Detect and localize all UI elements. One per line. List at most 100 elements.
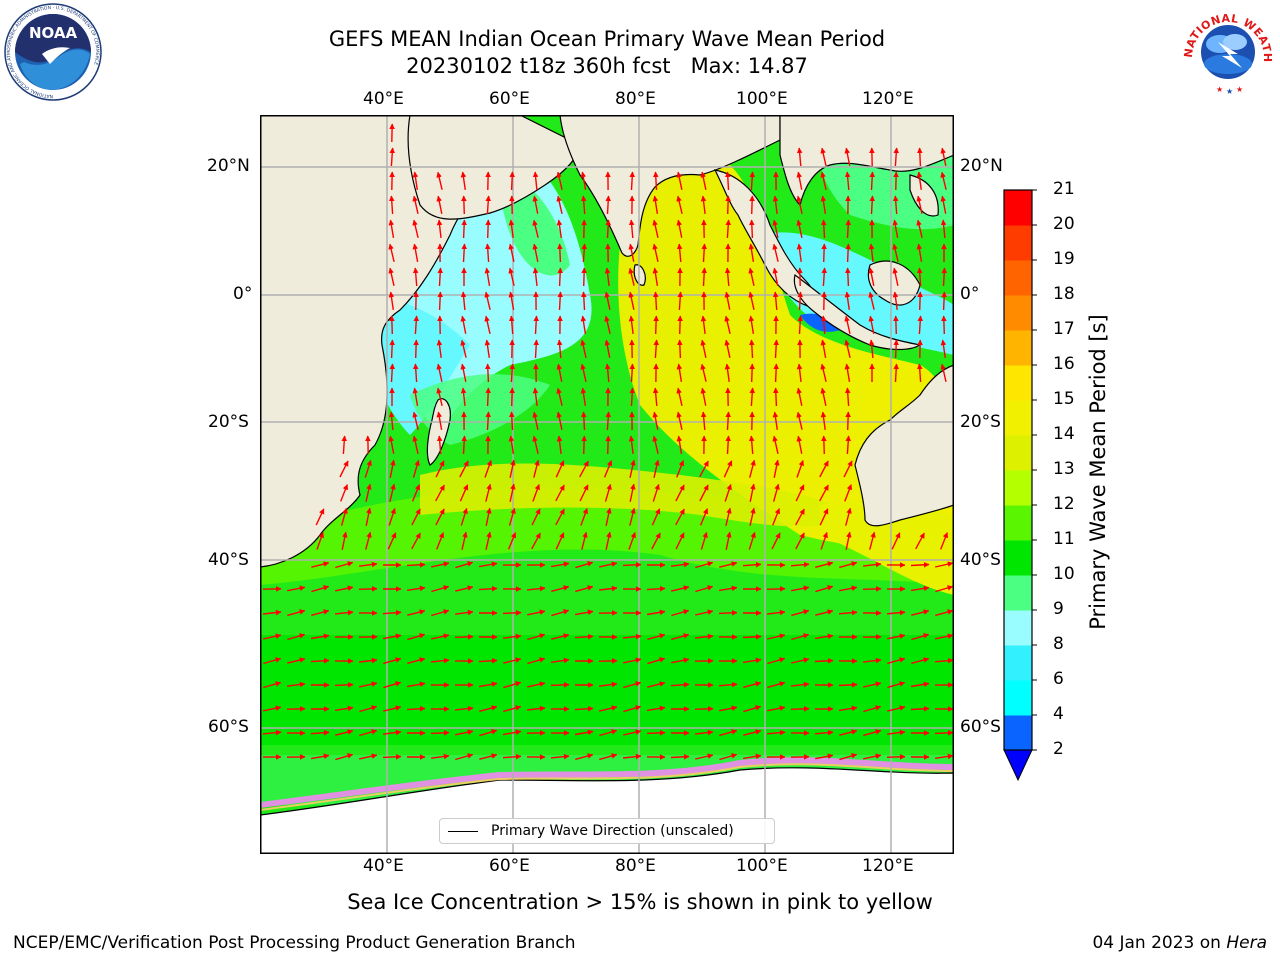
wave-arrow — [773, 363, 779, 383]
wave-arrow — [287, 633, 306, 641]
wave-arrow — [411, 508, 421, 526]
lon-label-bottom-100e: 100°E — [736, 856, 788, 876]
wave-arrow — [815, 609, 834, 616]
wave-arrow — [820, 147, 827, 166]
wave-arrow — [725, 507, 732, 526]
wave-arrow — [508, 243, 515, 262]
lon-label-top-60e: 60°E — [489, 89, 530, 109]
wave-arrow — [412, 363, 419, 383]
wave-arrow — [485, 195, 492, 215]
wave-arrow — [407, 609, 426, 616]
wave-arrow — [484, 339, 491, 359]
nws-logo: NATIONAL WEATHER SERVICE ★ ★ ★ — [1178, 2, 1275, 98]
wave-arrow — [652, 435, 659, 454]
map-panel — [260, 115, 954, 854]
wave-arrow — [435, 460, 445, 478]
wave-arrow — [550, 657, 570, 664]
wave-arrow — [773, 459, 780, 478]
wave-arrow — [628, 435, 635, 454]
wave-arrow — [603, 460, 613, 478]
wave-arrow — [718, 585, 738, 592]
wave-arrow — [599, 585, 618, 592]
wave-arrow — [531, 532, 541, 550]
colorbar-segment — [1004, 190, 1032, 226]
wave-arrow — [412, 387, 419, 407]
wave-arrow — [767, 705, 786, 712]
wave-arrow — [629, 363, 636, 383]
wave-arrow — [508, 267, 515, 286]
wave-arrow — [551, 585, 570, 592]
wave-arrow — [940, 532, 949, 550]
wave-arrow — [579, 484, 589, 502]
wave-arrow — [334, 682, 354, 688]
wave-arrow — [580, 195, 587, 215]
wave-arrow — [364, 459, 372, 478]
wave-arrow — [815, 753, 834, 760]
wave-arrow — [334, 609, 354, 616]
wave-arrow — [479, 753, 498, 760]
wave-arrow — [863, 561, 882, 568]
colorbar-segment — [1004, 645, 1032, 681]
wave-arrow — [503, 657, 522, 664]
wave-arrow — [796, 411, 803, 430]
wave-arrow — [310, 657, 330, 664]
wave-arrow — [435, 484, 445, 502]
wave-arrow — [916, 243, 923, 263]
wave-arrow — [845, 219, 852, 239]
wave-arrow — [340, 507, 348, 526]
wave-arrow — [550, 561, 570, 568]
lat-label-right-0: 0° — [960, 284, 980, 304]
wave-arrow — [893, 339, 899, 359]
wave-arrow — [509, 171, 515, 191]
wave-arrow — [628, 315, 635, 334]
wave-arrow — [431, 585, 450, 593]
wave-arrow — [605, 411, 612, 431]
wave-arrow — [749, 363, 755, 383]
wave-arrow — [623, 729, 642, 736]
wave-arrow — [406, 681, 426, 688]
wave-arrow — [263, 705, 282, 712]
wave-arrow — [892, 267, 899, 286]
wave-arrow — [580, 171, 587, 191]
wave-arrow — [699, 484, 709, 502]
wave-arrow — [556, 219, 563, 239]
lat-label-left-20n: 20°N — [207, 156, 250, 176]
wave-arrow — [916, 171, 923, 191]
wave-arrow — [599, 681, 618, 688]
wave-arrow — [748, 435, 755, 455]
wave-arrow — [623, 705, 642, 713]
wave-arrow — [911, 609, 930, 616]
wave-arrow — [484, 267, 491, 287]
wave-arrow — [599, 729, 618, 737]
wave-arrow — [310, 729, 330, 736]
wave-arrow — [389, 459, 396, 478]
wave-arrow — [821, 435, 827, 455]
footer-date: 04 Jan 2023 on Hera — [1092, 933, 1267, 953]
wave-arrow — [701, 243, 708, 263]
wave-arrow — [431, 609, 450, 617]
wave-arrow — [676, 219, 683, 238]
wave-arrow — [887, 633, 906, 640]
wave-arrow — [460, 339, 467, 358]
wave-arrow — [676, 411, 683, 430]
wave-arrow — [742, 561, 762, 568]
wave-arrow — [382, 609, 402, 616]
wave-arrow — [604, 363, 611, 383]
wave-arrow — [887, 705, 906, 712]
wave-arrow — [940, 195, 947, 214]
wave-arrow — [796, 147, 803, 167]
wave-arrow — [527, 681, 546, 688]
wave-arrow — [911, 657, 930, 664]
wave-arrow — [461, 195, 467, 215]
wave-arrow — [700, 531, 708, 550]
wave-arrow — [845, 243, 851, 263]
wave-arrow — [557, 267, 563, 287]
wave-arrow — [484, 243, 491, 263]
wave-arrow — [742, 753, 762, 760]
wave-arrow — [791, 609, 810, 617]
wave-arrow — [845, 267, 851, 287]
wave-arrow — [796, 387, 803, 406]
wave-arrow — [551, 609, 570, 617]
wave-arrow — [868, 291, 875, 310]
wave-arrow — [508, 411, 515, 431]
